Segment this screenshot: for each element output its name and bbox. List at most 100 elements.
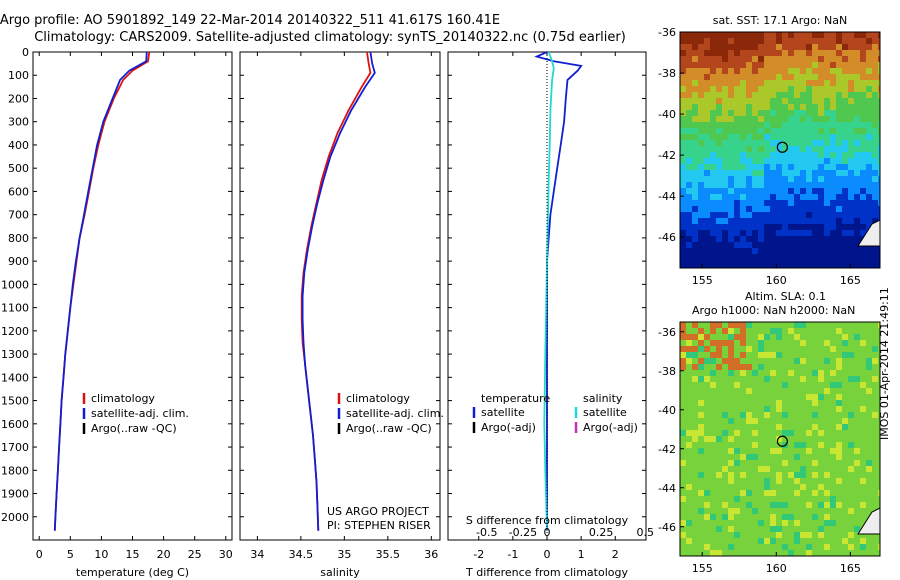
sla-map-cell: [740, 322, 746, 328]
sla-map-cell: [848, 436, 854, 442]
sst-map-cell: [824, 68, 830, 74]
map-y-tick-label: -40: [658, 108, 676, 121]
sla-map-cell: [854, 382, 860, 388]
sst-map-cell: [878, 134, 880, 140]
sla-map-cell: [686, 508, 692, 514]
sst-map-cell: [692, 74, 698, 80]
sla-map-cell: [860, 370, 866, 376]
sla-map-cell: [800, 388, 806, 394]
sst-map-cell: [800, 188, 806, 194]
sst-map-cell: [740, 194, 746, 200]
sla-map-cell: [686, 448, 692, 454]
sla-map-cell: [680, 538, 686, 544]
sla-map-cell: [836, 346, 842, 352]
sla-map-cell: [812, 484, 818, 490]
sla-map-cell: [770, 532, 776, 538]
sla-map-cell: [806, 454, 812, 460]
sla-map-cell: [710, 382, 716, 388]
sst-map-cell: [824, 200, 830, 206]
sst-map-cell: [794, 80, 800, 86]
sla-map-cell: [824, 340, 830, 346]
sla-map-cell: [722, 490, 728, 496]
sla-map-cell: [752, 442, 758, 448]
sst-map-cell: [878, 104, 880, 110]
sst-map-cell: [764, 104, 770, 110]
sla-map-cell: [794, 358, 800, 364]
sla-map-cell: [692, 424, 698, 430]
sla-map-cell: [812, 526, 818, 532]
sst-map-cell: [728, 50, 734, 56]
sst-map-cell: [764, 236, 770, 242]
sst-map-cell: [860, 74, 866, 80]
sst-map-cell: [878, 254, 880, 260]
sst-map-cell: [818, 122, 824, 128]
sst-map-cell: [842, 32, 848, 38]
sst-map-cell: [692, 152, 698, 158]
sla-map-cell: [794, 406, 800, 412]
sst-map-cell: [788, 212, 794, 218]
x-tick-label: 10: [94, 548, 108, 561]
sst-map-cell: [848, 266, 854, 268]
sst-map-cell: [866, 86, 872, 92]
sst-map-cell: [692, 194, 698, 200]
sla-map-cell: [698, 484, 704, 490]
sla-map-cell: [860, 502, 866, 508]
sla-map-cell: [806, 340, 812, 346]
sla-map-cell: [704, 322, 710, 328]
sla-map-cell: [800, 322, 806, 328]
sla-map-cell: [752, 532, 758, 538]
sla-map-cell: [860, 382, 866, 388]
sst-map-cell: [686, 74, 692, 80]
sst-map-cell: [830, 98, 836, 104]
sst-map-cell: [842, 158, 848, 164]
sla-map-cell: [812, 532, 818, 538]
sst-map-cell: [830, 68, 836, 74]
sst-map-cell: [866, 164, 872, 170]
sla-map-cell: [704, 484, 710, 490]
sla-map-cell: [740, 388, 746, 394]
sla-map-cell: [878, 376, 880, 382]
sst-map-cell: [788, 92, 794, 98]
sla-map-cell: [686, 382, 692, 388]
sst-map-cell: [788, 158, 794, 164]
sst-map-cell: [788, 242, 794, 248]
sla-map-cell: [824, 472, 830, 478]
sst-map-cell: [878, 122, 880, 128]
title-line1: Argo profile: AO 5901892_149 22-Mar-2014…: [0, 13, 501, 28]
sla-map-cell: [698, 412, 704, 418]
sla-map-cell: [734, 550, 740, 556]
sst-map-cell: [866, 260, 872, 266]
sla-map-cell: [848, 328, 854, 334]
sla-map-cell: [830, 538, 836, 544]
sla-map-cell: [800, 520, 806, 526]
sst-map-cell: [698, 104, 704, 110]
sst-map-cell: [752, 56, 758, 62]
sla-map-cell: [800, 358, 806, 364]
sst-map-cell: [686, 242, 692, 248]
sst-map-cell: [740, 56, 746, 62]
sla-map-cell: [842, 526, 848, 532]
sst-map-cell: [806, 176, 812, 182]
sst-map-cell: [788, 266, 794, 268]
sst-map-cell: [728, 236, 734, 242]
sla-map-cell: [812, 352, 818, 358]
sla-map-cell: [848, 550, 854, 556]
sst-map-cell: [770, 266, 776, 268]
sla-map-cell: [728, 514, 734, 520]
sla-map-cell: [740, 544, 746, 550]
sla-map-cell: [680, 520, 686, 526]
sla-map-cell: [782, 328, 788, 334]
sla-map-frame: [679, 321, 881, 557]
sla-map-cell: [818, 550, 824, 556]
sst-map-cell: [836, 164, 842, 170]
map-y-tick-label: -36: [658, 26, 676, 39]
sst-map-cell: [794, 182, 800, 188]
sst-map-cell: [788, 188, 794, 194]
sst-map-cell: [836, 188, 842, 194]
sla-map-cell: [812, 502, 818, 508]
sst-map-cell: [782, 158, 788, 164]
sst-map-cell: [746, 170, 752, 176]
sst-map-cell: [854, 236, 860, 242]
sla-map-cell: [788, 520, 794, 526]
sla-map-cell: [740, 526, 746, 532]
